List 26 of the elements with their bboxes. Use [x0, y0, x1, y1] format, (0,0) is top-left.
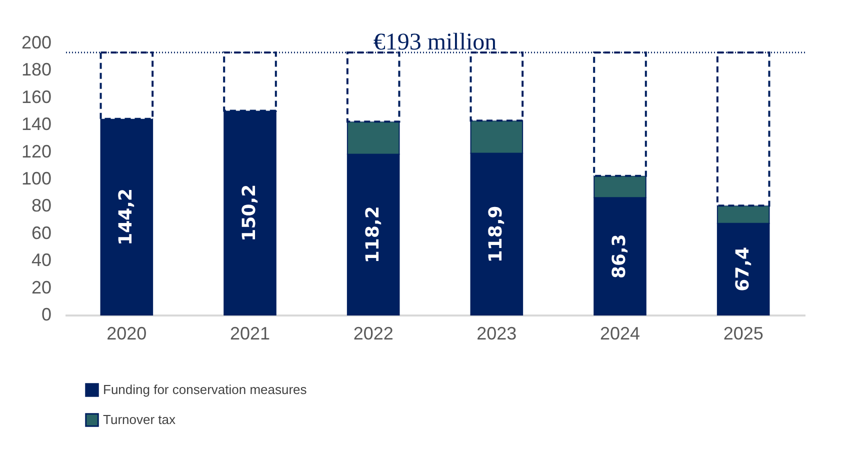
- legend-label: Turnover tax: [103, 412, 176, 427]
- y-tick-label: 140: [21, 114, 52, 134]
- data-label: 67,4: [732, 246, 754, 292]
- y-tick-label: 40: [31, 250, 52, 270]
- data-label: 118,9: [486, 206, 507, 263]
- data-label: 86,3: [609, 234, 630, 279]
- x-tick-label: 2024: [600, 324, 640, 344]
- x-tick-label: 2020: [106, 324, 147, 344]
- x-tick-label: 2025: [723, 324, 764, 344]
- y-tick-label: 100: [21, 168, 52, 188]
- y-tick-label: 200: [21, 32, 52, 52]
- data-label: 144,2: [116, 188, 137, 246]
- y-tick-label: 0: [41, 304, 52, 324]
- x-tick-label: 2021: [230, 324, 270, 344]
- ref-line-label: €193 million: [373, 30, 497, 56]
- data-label: 118,2: [362, 206, 384, 264]
- y-tick-label: 60: [31, 222, 52, 243]
- data-label: 150,2: [239, 184, 260, 242]
- y-tick-label: 20: [31, 277, 52, 298]
- y-tick-label: 120: [21, 141, 52, 162]
- legend-label: Funding for conservation measures: [103, 382, 308, 397]
- y-tick-label: 80: [31, 196, 52, 216]
- x-tick-label: 2023: [476, 324, 517, 344]
- y-tick-label: 160: [21, 86, 52, 107]
- y-tick-label: 180: [21, 60, 52, 80]
- x-tick-label: 2022: [353, 324, 394, 344]
